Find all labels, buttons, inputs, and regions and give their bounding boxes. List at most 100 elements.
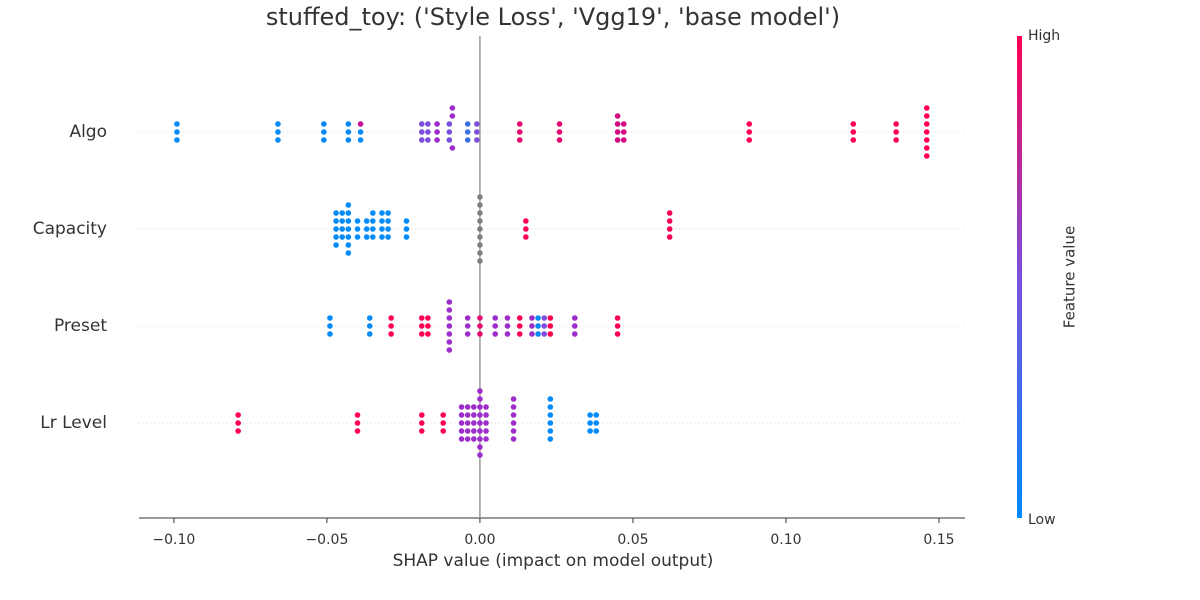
point [620, 121, 627, 127]
point [614, 129, 621, 135]
point [474, 121, 480, 127]
point [587, 428, 593, 434]
point [477, 234, 483, 240]
point [333, 226, 339, 232]
point [474, 137, 480, 143]
point [547, 428, 554, 434]
point [345, 129, 352, 135]
point [547, 420, 554, 426]
point [370, 218, 376, 224]
point [345, 250, 352, 256]
point [449, 145, 456, 151]
point [471, 420, 477, 426]
x-axis-label: SHAP value (impact on model output) [393, 551, 714, 571]
point [510, 428, 517, 434]
x-tick-label: 0.15 [923, 532, 954, 548]
point [354, 420, 361, 426]
point [516, 137, 523, 143]
point [345, 234, 352, 240]
point [418, 121, 425, 127]
point [923, 129, 930, 135]
point [923, 153, 930, 159]
point [587, 420, 593, 426]
point [357, 137, 364, 143]
point [327, 315, 333, 321]
point [418, 420, 425, 426]
point [547, 315, 554, 321]
point [446, 137, 453, 143]
point [388, 323, 394, 329]
point [593, 420, 600, 426]
point [510, 412, 517, 418]
point [666, 218, 673, 224]
point [235, 412, 241, 418]
point [593, 412, 600, 418]
point [354, 218, 361, 224]
point [345, 226, 352, 232]
point [541, 323, 547, 329]
point [614, 137, 621, 143]
point [388, 331, 394, 337]
point [379, 234, 385, 240]
point [547, 323, 554, 329]
point [333, 242, 339, 248]
point [547, 404, 554, 410]
point [556, 129, 563, 135]
point [923, 113, 930, 119]
point [666, 234, 673, 240]
point [354, 234, 361, 240]
point [446, 315, 453, 321]
point [464, 331, 471, 337]
point [379, 226, 385, 232]
point [339, 234, 346, 240]
colorbar-label: Feature value [1061, 226, 1079, 328]
point [893, 121, 899, 127]
point [446, 121, 453, 127]
point [235, 420, 241, 426]
point [477, 194, 483, 200]
point [477, 210, 483, 216]
point [385, 210, 391, 216]
point [321, 137, 327, 143]
point [458, 404, 465, 410]
point [418, 315, 425, 321]
point [339, 218, 346, 224]
point [547, 412, 554, 418]
point [275, 121, 281, 127]
point [620, 137, 627, 143]
point [471, 412, 477, 418]
point [850, 137, 857, 143]
point [593, 428, 600, 434]
point [477, 420, 483, 426]
point [614, 323, 621, 329]
point [471, 404, 477, 410]
point [174, 121, 180, 127]
point [354, 428, 361, 434]
point [425, 137, 431, 143]
point [345, 202, 352, 208]
point [571, 323, 578, 329]
point [425, 121, 431, 127]
point [492, 315, 499, 321]
point [235, 428, 241, 434]
point [385, 226, 391, 232]
point [321, 129, 327, 135]
point [403, 234, 410, 240]
point [614, 315, 621, 321]
point [504, 331, 511, 337]
point [345, 210, 352, 216]
point [446, 299, 453, 305]
point [516, 331, 523, 337]
point [529, 315, 535, 321]
point [529, 323, 535, 329]
point [458, 420, 465, 426]
point [446, 307, 453, 313]
y-tick-label: Lr Level [40, 413, 107, 433]
point [425, 315, 431, 321]
point [363, 234, 370, 240]
point [571, 315, 578, 321]
point [464, 404, 471, 410]
point [354, 412, 361, 418]
point [510, 436, 517, 442]
point [370, 210, 376, 216]
